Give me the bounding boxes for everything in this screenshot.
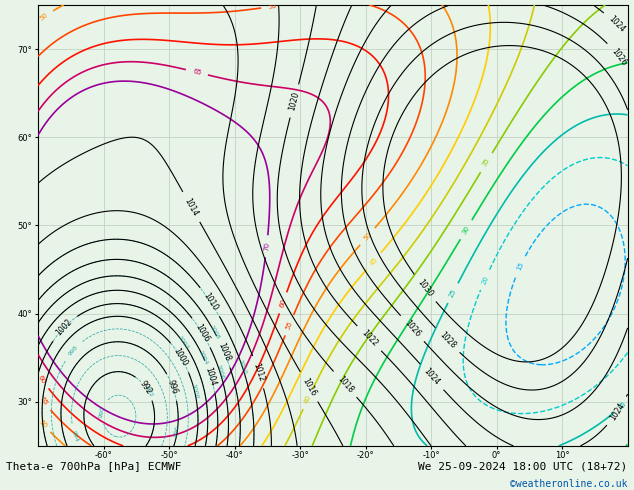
Text: 45: 45 [368,256,378,267]
Text: 35: 35 [482,157,491,168]
Text: 1012: 1012 [251,362,266,383]
Text: 1026: 1026 [403,318,422,339]
Text: 992: 992 [143,386,153,398]
Text: 1030: 1030 [415,278,434,298]
Text: 1026: 1026 [609,46,628,67]
Text: 998: 998 [67,344,79,357]
Text: 1010: 1010 [238,359,247,375]
Text: 1000: 1000 [190,384,199,400]
Text: 50: 50 [37,418,48,429]
Text: 1008: 1008 [216,341,231,362]
Text: 50: 50 [362,231,373,242]
Text: 1024: 1024 [607,15,626,35]
Text: 1000: 1000 [172,346,190,368]
Text: 15: 15 [516,261,525,271]
Text: 996: 996 [174,425,181,438]
Text: 996: 996 [166,379,179,395]
Text: 70: 70 [263,242,270,251]
Text: 1024: 1024 [422,367,441,387]
Text: 55: 55 [39,396,48,407]
Text: 1004: 1004 [204,367,218,388]
Text: 60: 60 [37,374,47,385]
Text: 1028: 1028 [437,330,457,350]
Text: 1006: 1006 [215,364,224,380]
Text: 1010: 1010 [202,292,219,313]
Text: 50: 50 [39,12,49,22]
Text: 20: 20 [481,274,489,285]
Text: 1002: 1002 [177,335,190,350]
Text: ©weatheronline.co.uk: ©weatheronline.co.uk [510,479,628,489]
Text: 40: 40 [303,394,313,404]
Text: 1006: 1006 [193,322,210,343]
Text: 1024: 1024 [609,401,626,422]
Text: 990: 990 [99,405,106,417]
Text: 25: 25 [617,400,628,411]
Text: 992: 992 [138,379,153,396]
Text: 1016: 1016 [301,376,318,397]
Text: We 25-09-2024 18:00 UTC (18+72): We 25-09-2024 18:00 UTC (18+72) [418,462,628,471]
Text: 1002: 1002 [54,318,74,338]
Text: 1020: 1020 [288,91,301,111]
Text: 30: 30 [462,224,471,235]
Text: 1022: 1022 [359,328,379,348]
Text: 25: 25 [448,288,458,298]
Text: 1004: 1004 [198,349,209,366]
Text: 994: 994 [70,430,79,442]
Text: 55: 55 [268,2,277,10]
Text: 1008: 1008 [209,324,221,341]
Text: 1014: 1014 [183,196,200,218]
Text: 65: 65 [192,68,202,76]
Text: Theta-e 700hPa [hPa] ECMWF: Theta-e 700hPa [hPa] ECMWF [6,462,182,471]
Text: 1018: 1018 [335,374,355,394]
Text: 60: 60 [279,297,287,308]
Text: 55: 55 [285,320,294,330]
